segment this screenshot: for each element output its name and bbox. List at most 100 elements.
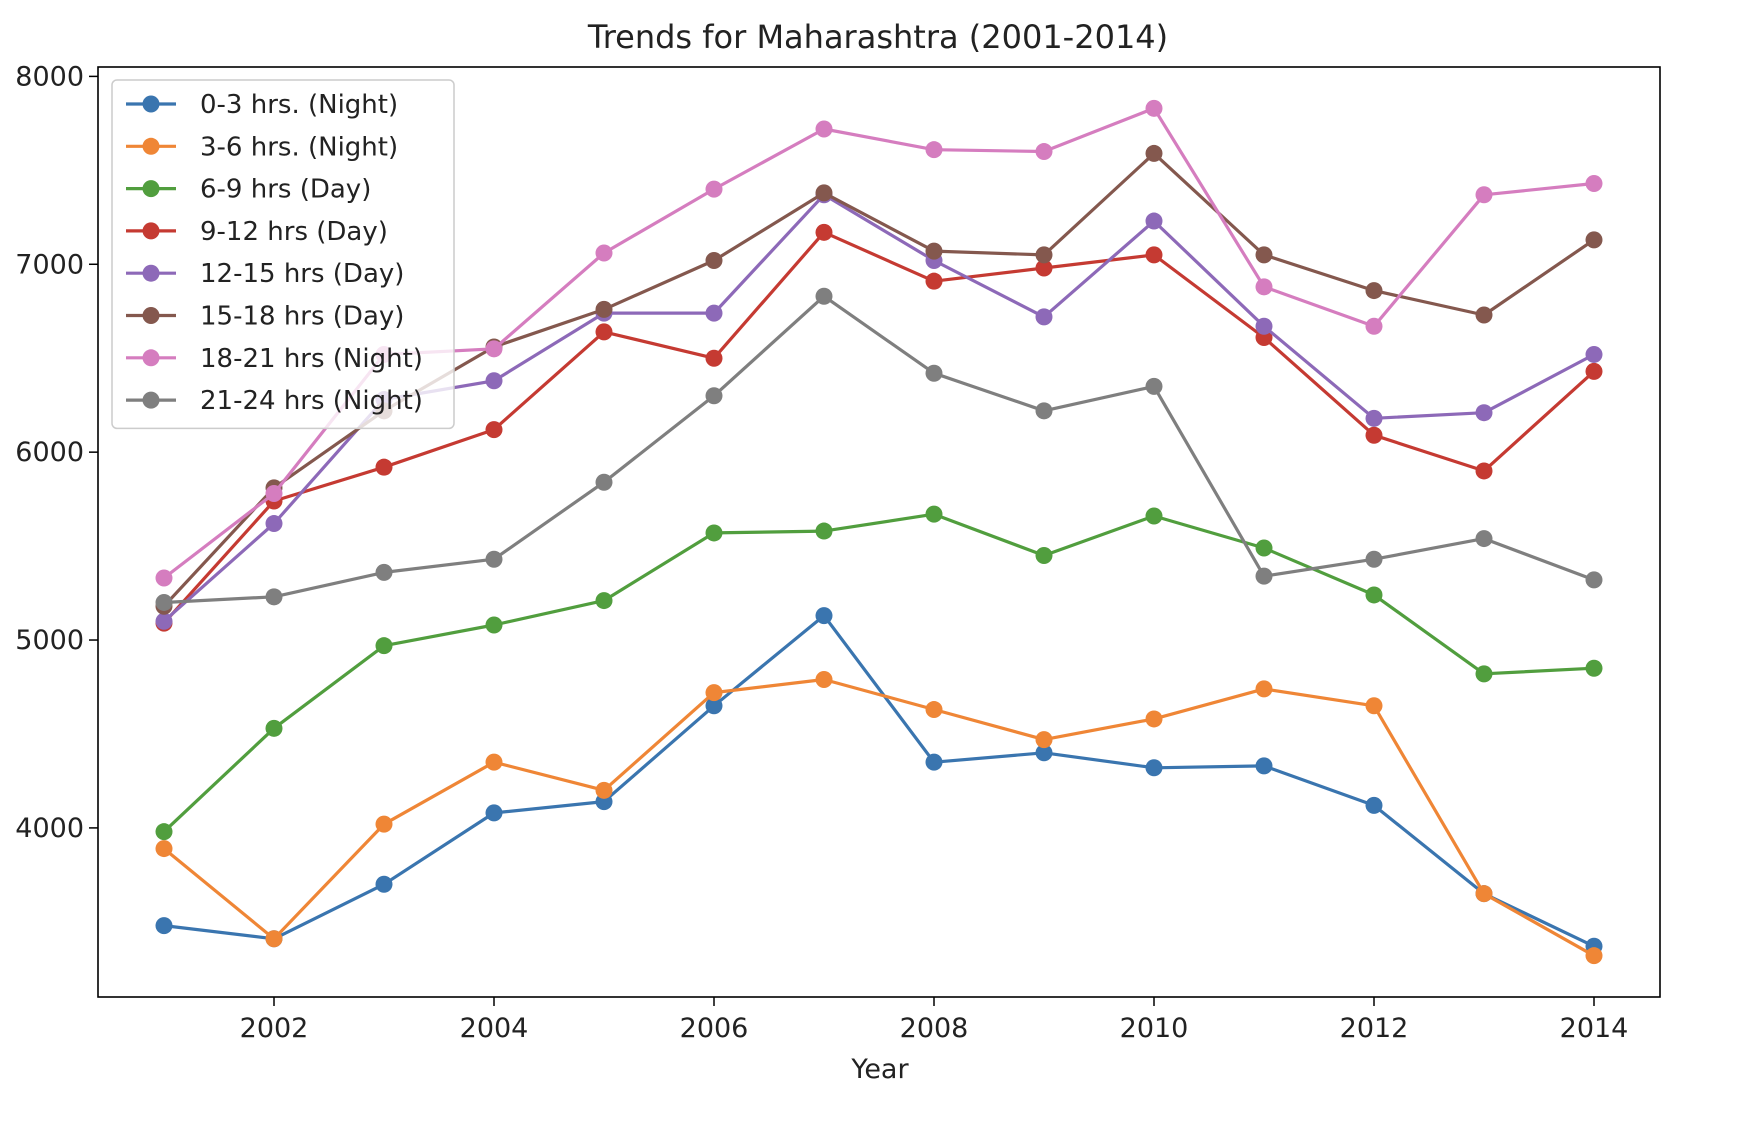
data-point [1585, 571, 1603, 589]
legend-marker [142, 307, 160, 324]
data-point [485, 421, 503, 439]
data-point [1035, 246, 1053, 264]
data-point [485, 340, 503, 358]
legend-entry: 18-21 hrs (Night) [126, 344, 423, 374]
data-point [155, 593, 173, 611]
legend-label: 12-15 hrs (Day) [200, 259, 404, 289]
series-line [162, 230, 1596, 625]
data-point [1035, 143, 1053, 161]
data-point [705, 697, 723, 715]
y-tick-label: 7000 [15, 249, 84, 280]
data-point [265, 930, 283, 948]
series-3 [155, 505, 1603, 841]
data-point [705, 180, 723, 198]
data-point [375, 815, 393, 833]
data-point [1475, 530, 1493, 548]
data-point [1585, 947, 1603, 965]
data-point [925, 505, 943, 523]
data-point [925, 753, 943, 771]
data-point [1585, 345, 1603, 363]
legend-entry: 9-12 hrs (Day) [126, 217, 388, 247]
data-point [1255, 680, 1273, 698]
data-point [705, 524, 723, 542]
data-point [705, 349, 723, 367]
data-point [1145, 144, 1163, 162]
data-point [1255, 567, 1273, 585]
data-point [595, 323, 613, 341]
legend-label: 3-6 hrs. (Night) [200, 132, 398, 162]
x-tick-label: 2010 [1120, 1013, 1189, 1044]
legend-marker [142, 349, 160, 367]
data-point [1145, 759, 1163, 777]
data-point [375, 563, 393, 581]
data-point [1255, 539, 1273, 557]
data-point [1035, 546, 1053, 564]
series-line [162, 677, 1595, 958]
data-point [1255, 246, 1273, 264]
data-point [925, 364, 943, 382]
legend-label: 21-24 hrs (Night) [200, 386, 423, 416]
data-point [595, 473, 613, 491]
data-point [1365, 796, 1383, 814]
data-point [815, 522, 833, 540]
data-point [1365, 282, 1383, 300]
data-point [485, 372, 503, 390]
legend-marker [142, 137, 160, 155]
legend-label: 6-9 hrs (Day) [200, 175, 371, 205]
x-tick-label: 2012 [1340, 1013, 1409, 1044]
legend-marker [142, 222, 160, 240]
data-point [1475, 186, 1493, 204]
axes-layer: 2002 2004 2006 2008 2010 2012 2014 4000 5000 6000… [15, 61, 1661, 1044]
data-point [925, 141, 943, 159]
legend-marker [142, 391, 160, 409]
data-point [1255, 317, 1273, 335]
data-point [1365, 697, 1383, 715]
data-point [265, 719, 283, 737]
legend-label: 9-12 hrs (Day) [200, 217, 388, 247]
series-2 [155, 670, 1603, 965]
data-point [595, 592, 613, 610]
data-point [1145, 710, 1163, 728]
data-point [1475, 462, 1493, 480]
legend-entry: 0-3 hrs. (Night) [126, 90, 398, 120]
legend-entry: 12-15 hrs (Day) [126, 259, 404, 289]
data-point [815, 120, 833, 138]
data-point [1145, 99, 1163, 117]
data-point [705, 304, 723, 322]
data-point [705, 387, 723, 405]
legend-entry: 6-9 hrs (Day) [126, 175, 371, 205]
data-point [1145, 246, 1163, 264]
data-point [925, 701, 943, 719]
legend-entry: 15-18 hrs (Day) [126, 302, 404, 332]
data-point [1475, 306, 1493, 324]
data-point [155, 569, 173, 587]
data-point [925, 242, 943, 260]
data-point [375, 637, 393, 655]
x-tick-label: 2014 [1560, 1013, 1629, 1044]
data-point [1475, 885, 1493, 903]
data-point [1365, 586, 1383, 604]
data-point [1255, 757, 1273, 775]
data-point [375, 458, 393, 476]
data-point [375, 875, 393, 893]
data-point [1585, 659, 1603, 677]
data-point [155, 840, 173, 858]
legend-marker [142, 180, 160, 198]
data-point [1365, 317, 1383, 335]
data-point [815, 223, 833, 241]
x-tick-label: 2004 [460, 1013, 529, 1044]
data-point [1475, 665, 1493, 683]
data-point [815, 184, 833, 202]
data-point [1585, 362, 1603, 380]
data-point [485, 804, 503, 822]
data-point [1035, 731, 1053, 749]
data-point [595, 244, 613, 262]
chart-title: Trends for Maharashtra (2001-2014) [587, 18, 1168, 56]
y-tick-label: 8000 [15, 61, 84, 92]
data-point [1585, 231, 1603, 249]
data-point [155, 917, 173, 935]
data-point [1585, 174, 1603, 192]
data-point [595, 781, 613, 799]
data-point [1145, 212, 1163, 230]
